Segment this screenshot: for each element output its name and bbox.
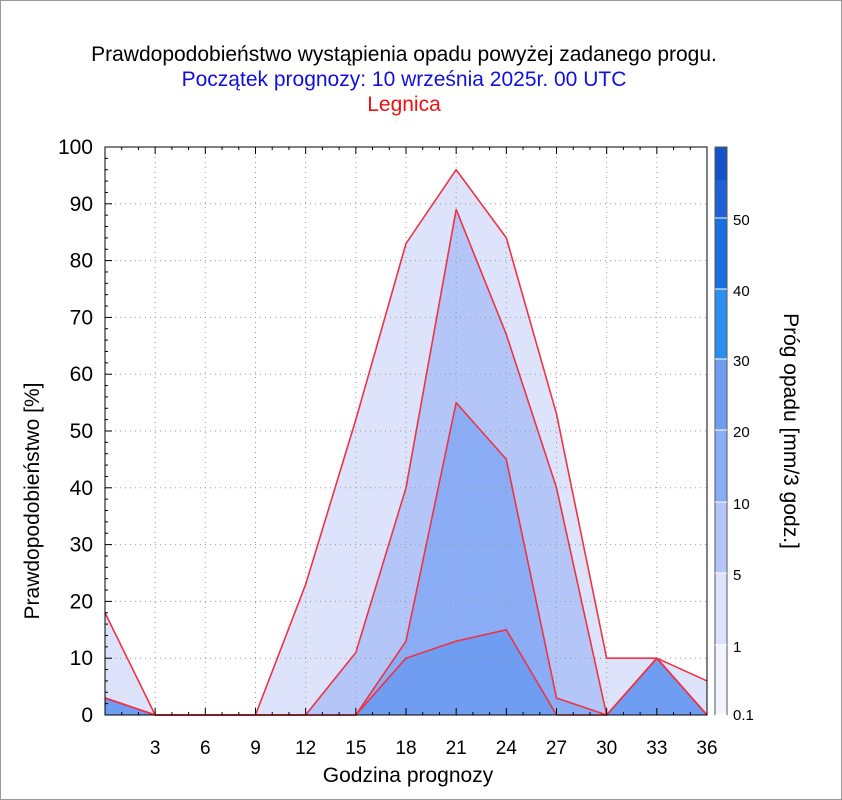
y-tick-label-10: 10 <box>70 647 93 670</box>
colorbar-segment-6 <box>715 289 727 359</box>
y-tick-label-50: 50 <box>70 420 93 443</box>
colorbar-segment-1 <box>715 645 727 715</box>
x-tick-label-33: 33 <box>646 738 667 759</box>
chart-title: Prawdopodobieństwo wystąpienia opadu pow… <box>91 43 717 66</box>
y-tick-label-70: 70 <box>70 306 93 329</box>
chart-location: Legnica <box>367 93 441 116</box>
area-series-2 <box>105 209 707 716</box>
colorbar-segment-2 <box>715 573 727 645</box>
y-tick-label-40: 40 <box>70 477 93 500</box>
colorbar-tick-label-8: 50 <box>733 212 750 229</box>
x-tick-label-21: 21 <box>446 738 467 759</box>
x-tick-label-6: 6 <box>200 738 211 759</box>
colorbar-segment-9 <box>715 147 727 180</box>
colorbar-tick-label-2: 1 <box>733 639 741 656</box>
y-tick-label-30: 30 <box>70 534 93 557</box>
y-axis-label: Prawdopodobieństwo [%] <box>21 383 44 620</box>
colorbar-segment-7 <box>715 218 727 289</box>
colorbar-tick-label-1: 0.1 <box>733 707 754 724</box>
colorbar-label: Próg opadu [mm/3 godz.] <box>779 313 802 549</box>
y-tick-label-60: 60 <box>70 363 93 386</box>
colorbar-segment-3 <box>715 502 727 573</box>
x-tick-label-15: 15 <box>345 738 366 759</box>
x-tick-label-18: 18 <box>395 738 416 759</box>
colorbar-tick-label-3: 5 <box>733 567 741 584</box>
x-tick-label-36: 36 <box>696 738 717 759</box>
x-tick-label-3: 3 <box>150 738 161 759</box>
x-tick-label-12: 12 <box>295 738 316 759</box>
colorbar-tick-label-6: 30 <box>733 353 750 370</box>
x-tick-label-30: 30 <box>596 738 617 759</box>
y-tick-label-100: 100 <box>58 136 93 159</box>
colorbar-segment-8 <box>715 180 727 218</box>
x-tick-label-27: 27 <box>546 738 567 759</box>
x-tick-label-9: 9 <box>250 738 261 759</box>
colorbar-tick-label-5: 20 <box>733 424 750 441</box>
y-tick-label-0: 0 <box>81 704 93 727</box>
y-tick-label-20: 20 <box>70 590 93 613</box>
colorbar-segment-4 <box>715 430 727 502</box>
x-axis-label: Godzina prognozy <box>323 764 494 787</box>
y-tick-label-80: 80 <box>70 250 93 273</box>
x-tick-label-24: 24 <box>496 738 518 759</box>
colorbar-tick-label-7: 40 <box>733 283 750 300</box>
colorbar-tick-label-4: 10 <box>733 496 750 513</box>
y-tick-label-90: 90 <box>70 193 93 216</box>
chart-subtitle: Początek prognozy: 10 września 2025r. 00… <box>181 68 627 91</box>
colorbar-segment-5 <box>715 359 727 430</box>
